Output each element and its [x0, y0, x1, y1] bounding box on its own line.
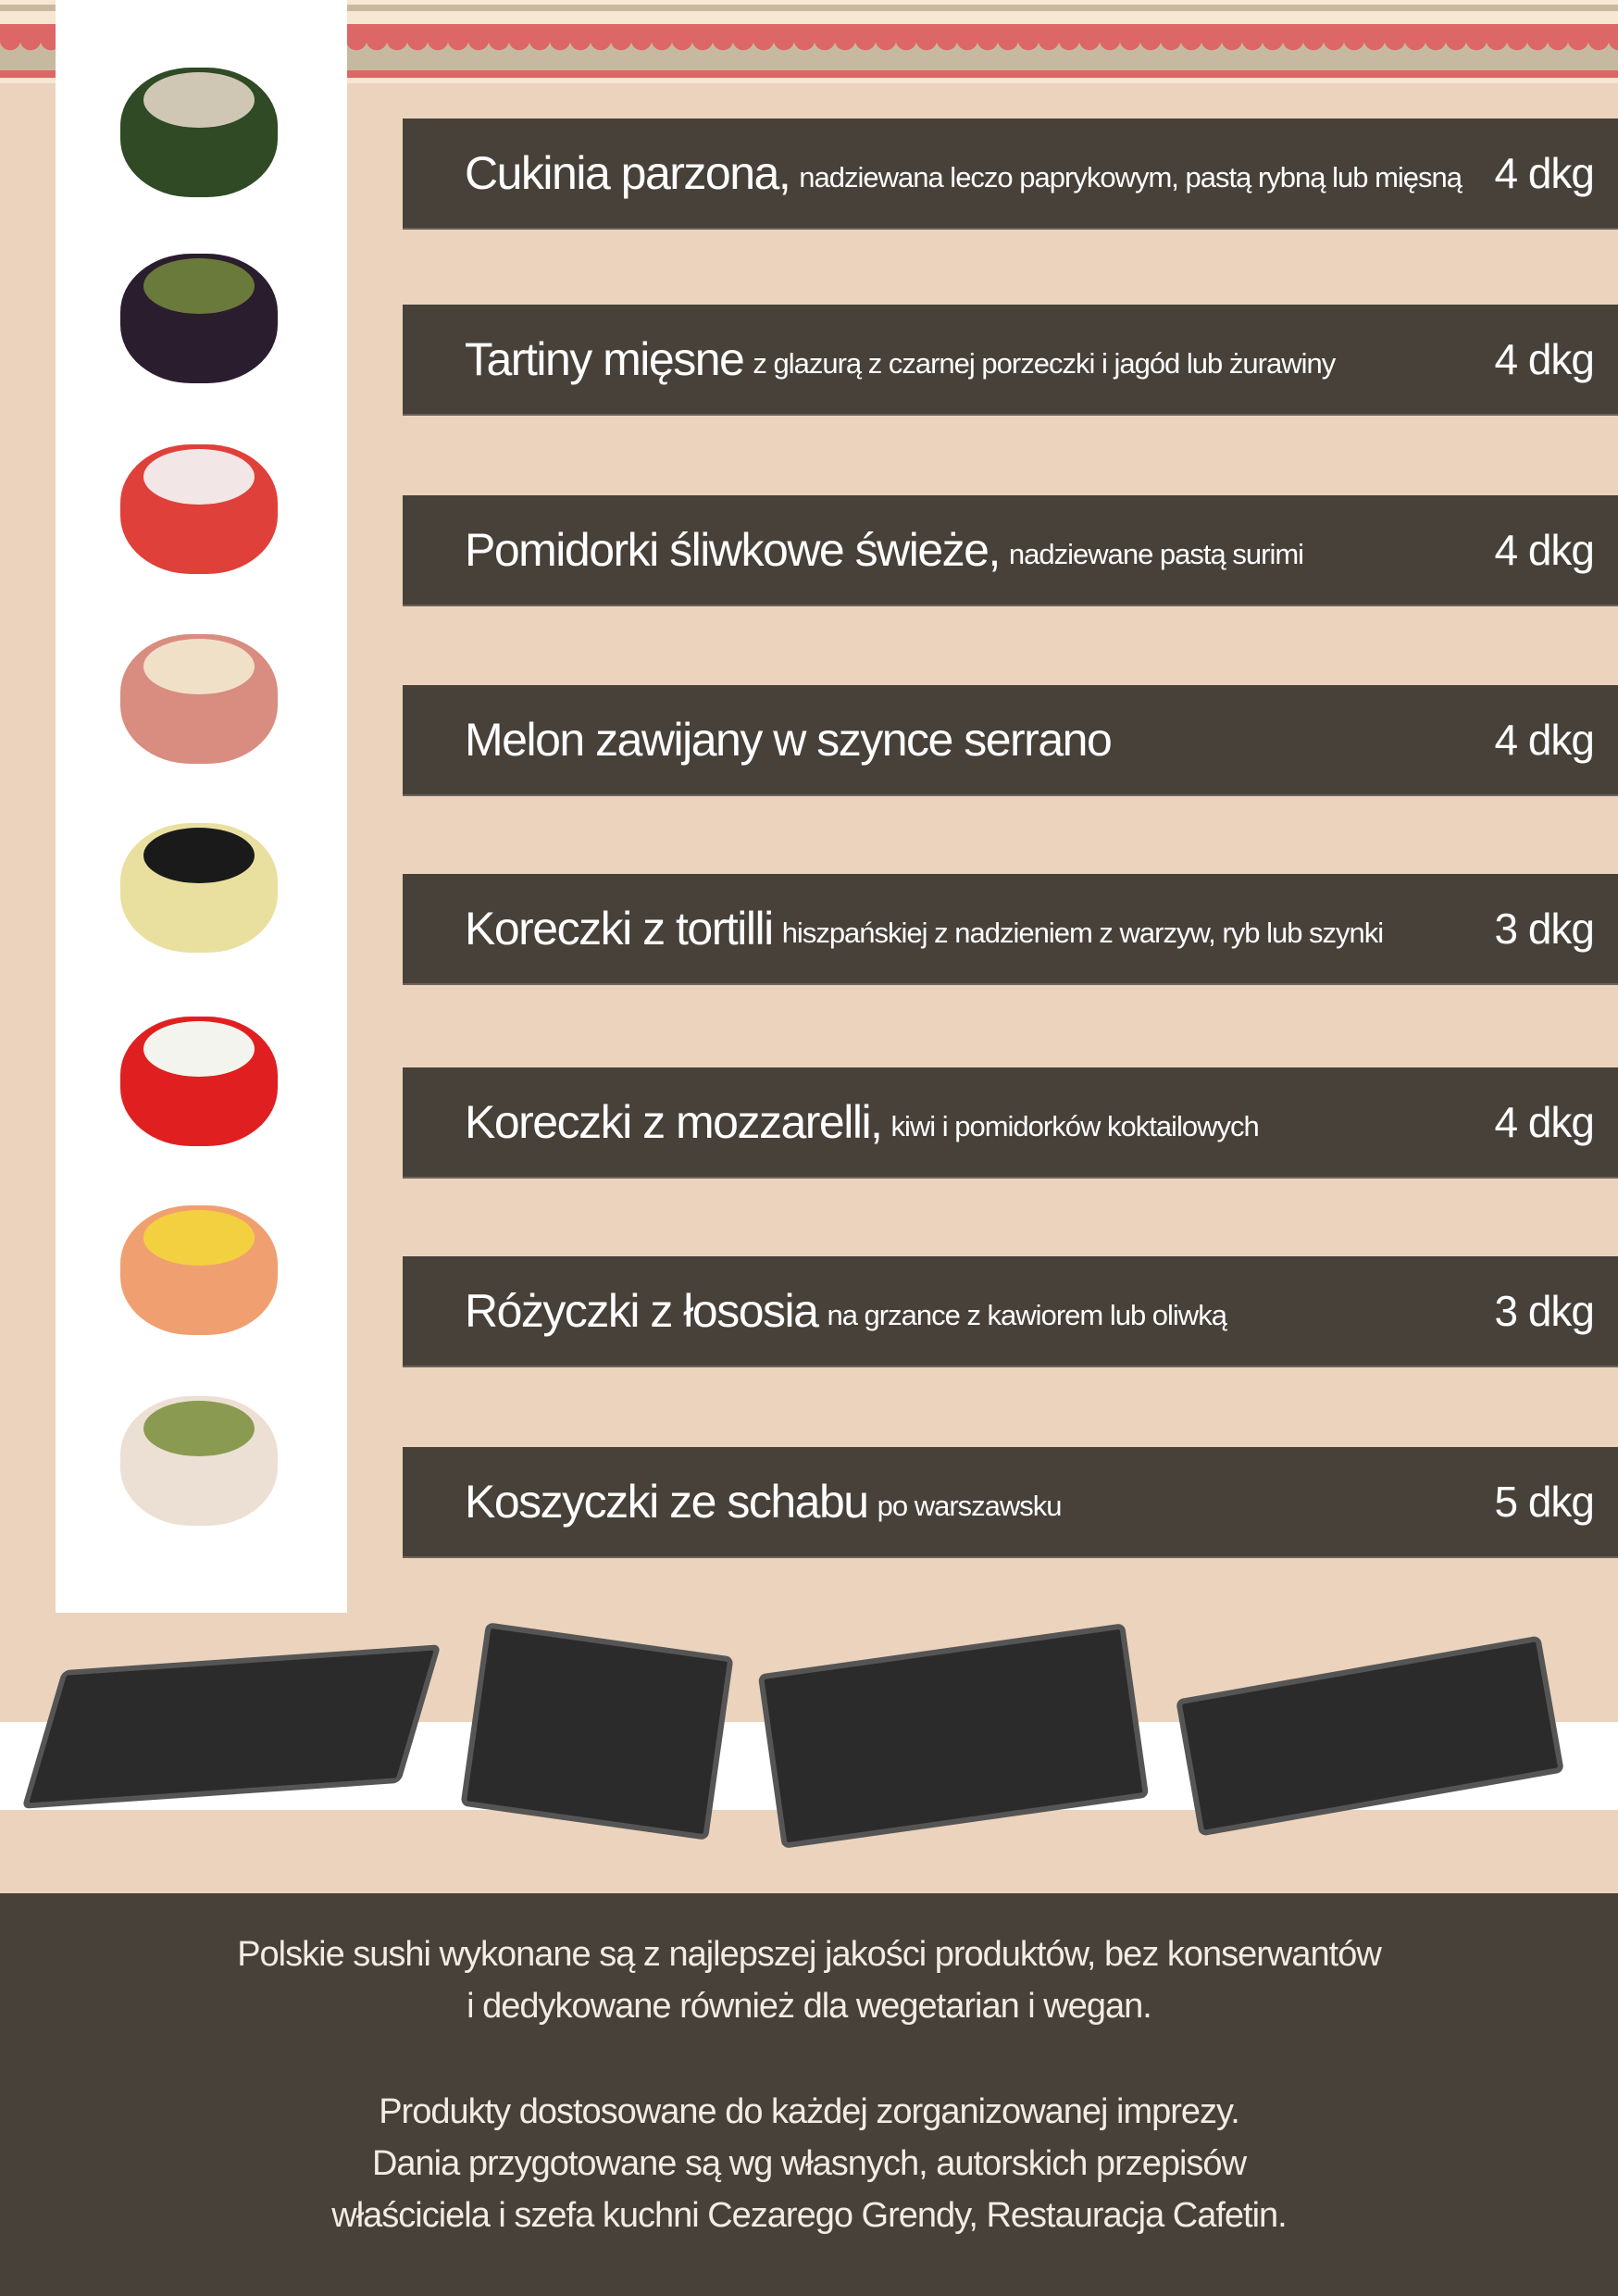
platter-image	[21, 1644, 442, 1809]
divider	[0, 59, 1618, 70]
scallop-border	[0, 40, 1618, 59]
food-image-salmon-rose	[93, 1178, 315, 1354]
item-weight: 5 dkg	[1494, 1478, 1595, 1526]
item-description: nadziewana leczo paprykowym, pastą rybną…	[799, 161, 1462, 193]
item-weight: 4 dkg	[1494, 335, 1595, 383]
item-name: Różyczki z łososia	[465, 1285, 819, 1337]
item-description: na grzance z kawiorem lub oliwką	[827, 1299, 1226, 1331]
item-weight: 4 dkg	[1494, 526, 1595, 574]
menu-item: Cukinia parzona, nadziewana leczo papryko…	[403, 119, 1618, 230]
item-weight: 3 dkg	[1494, 1287, 1595, 1335]
item-name: Pomidorki śliwkowe świeże,	[465, 524, 1001, 576]
item-name: Tartiny mięsne	[465, 333, 745, 385]
item-name: Koszyczki ze schabu	[465, 1476, 869, 1528]
menu-item: Koreczki z tortilli hiszpańskiej z nadzie…	[403, 874, 1618, 985]
item-name: Koreczki z mozzarelli,	[465, 1096, 883, 1148]
food-image-melon-serrano	[93, 606, 315, 782]
food-image-meat-tartlet	[93, 226, 315, 402]
menu-item: Różyczki z łososia na grzance z kawiorem …	[403, 1256, 1618, 1367]
platter-image	[460, 1622, 734, 1841]
divider	[0, 5, 1618, 11]
footer-text: i dedykowane również dla wegetarian i we…	[467, 1987, 1152, 2026]
divider	[0, 70, 1618, 78]
footer-text: Polskie sushi wykonane są z najlepszej j…	[237, 1935, 1382, 1974]
footer: Polskie sushi wykonane są z najlepszej j…	[0, 1893, 1618, 2296]
item-name: Cukinia parzona,	[465, 147, 791, 199]
item-name: Melon zawijany w szynce serrano	[465, 714, 1113, 766]
food-image-stuffed-zucchini	[93, 40, 315, 216]
menu-item: Melon zawijany w szynce serrano 4 dkg	[403, 685, 1618, 796]
item-weight: 4 dkg	[1494, 149, 1595, 197]
food-image-stuffed-tomato	[93, 417, 315, 593]
menu-item: Koreczki z mozzarelli, kiwi i pomidorków …	[403, 1067, 1618, 1179]
footer-text: Dania przygotowane są wg własnych, autor…	[371, 2144, 1247, 2183]
item-description: hiszpańskiej z nadzieniem z warzyw, ryb …	[781, 917, 1384, 949]
platter-image	[757, 1623, 1150, 1849]
menu-item: Tartiny mięsne z glazurą z czarnej porzec…	[403, 305, 1618, 416]
footer-text: Produkty dostosowane do każdej zorganizo…	[379, 2092, 1240, 2131]
footer-text: właściciela i szefa kuchni Cezarego Gren…	[331, 2196, 1287, 2235]
item-description: z glazurą z czarnej porzeczki i jagód lu…	[753, 347, 1336, 380]
item-description: nadziewane pastą surimi	[1008, 538, 1304, 570]
item-weight: 4 dkg	[1494, 716, 1595, 764]
item-description: po warszawsku	[877, 1490, 1063, 1522]
food-image-pork-basket	[93, 1368, 315, 1544]
food-image-mozzarella-skewer	[93, 989, 315, 1165]
item-name: Koreczki z tortilli	[465, 903, 774, 955]
food-image-tortilla-skewer	[93, 795, 315, 971]
divider	[0, 24, 1618, 41]
item-description: kiwi i pomidorków koktailowych	[890, 1110, 1259, 1142]
menu-item: Pomidorki śliwkowe świeże, nadziewane pas…	[403, 495, 1618, 606]
menu-item: Koszyczki ze schabu po warszawsku 5 dkg	[403, 1447, 1618, 1558]
item-weight: 4 dkg	[1494, 1098, 1595, 1146]
item-weight: 3 dkg	[1494, 905, 1595, 953]
